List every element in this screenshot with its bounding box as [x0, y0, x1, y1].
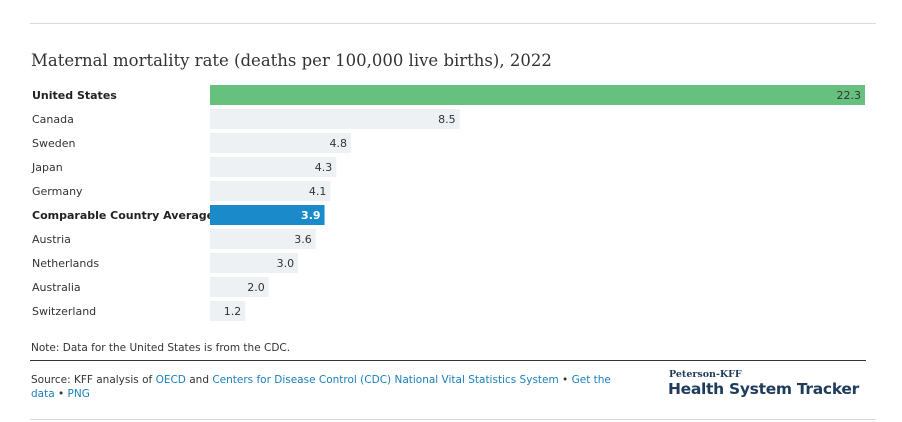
source-text: Source: KFF analysis of OECD and Centers… [31, 373, 616, 401]
value-label-canada: 8.5 [438, 113, 456, 126]
bar-netherlands[interactable] [210, 253, 299, 273]
cdc-link[interactable]: Centers for Disease Control (CDC) Nation… [212, 374, 559, 386]
value-label-netherlands: 3.0 [277, 257, 295, 270]
bar-chart: United States 22.3 Canada 8.5 Sweden 4.8 Japan… [31, 85, 865, 321]
bar-austria[interactable] [210, 229, 316, 249]
category-label-canada: Canada [32, 113, 74, 126]
value-label-germany: 4.1 [309, 185, 327, 198]
value-label-united-states: 22.3 [837, 89, 862, 102]
bottom-rule [30, 419, 876, 420]
bar-japan[interactable] [210, 157, 337, 177]
bar-canada[interactable] [210, 109, 460, 129]
source-bullet: • [54, 388, 68, 400]
category-label-austria: Austria [32, 233, 71, 246]
value-label-sweden: 4.8 [329, 137, 347, 150]
category-label-sweden: Sweden [32, 137, 75, 150]
category-label-comparable-country-average: Comparable Country Average [32, 209, 214, 222]
bar-australia[interactable] [210, 277, 269, 297]
top-rule [30, 23, 876, 24]
value-label-japan: 4.3 [315, 161, 333, 174]
bar-united-states[interactable] [210, 85, 865, 105]
value-label-switzerland: 1.2 [224, 305, 242, 318]
category-label-germany: Germany [32, 185, 83, 198]
source-prefix: Source: KFF analysis of [31, 374, 156, 386]
bar-germany[interactable] [210, 181, 331, 201]
get-data-link[interactable]: Get the data [31, 374, 611, 400]
png-link[interactable]: PNG [67, 388, 90, 400]
chart-title: Maternal mortality rate (deaths per 100,… [31, 51, 552, 70]
value-label-comparable-country-average: 3.9 [301, 209, 321, 222]
brand-logo: Health System Tracker [668, 380, 859, 398]
value-label-austria: 3.6 [294, 233, 312, 246]
category-label-netherlands: Netherlands [32, 257, 99, 270]
category-label-united-states: United States [32, 89, 117, 102]
category-label-australia: Australia [32, 281, 81, 294]
bar-switzerland[interactable] [210, 301, 246, 321]
category-label-switzerland: Switzerland [32, 305, 96, 318]
chart-note: Note: Data for the United States is from… [31, 342, 291, 354]
footer-separator [30, 360, 866, 361]
oecd-link[interactable]: OECD [155, 374, 186, 386]
bar-sweden[interactable] [210, 133, 351, 153]
category-label-japan: Japan [31, 161, 63, 174]
source-bullet: • [558, 374, 572, 386]
source-and: and [185, 374, 213, 386]
value-label-australia: 2.0 [247, 281, 265, 294]
brand-kicker: Peterson-KFF [669, 369, 742, 380]
bar-comparable-country-average[interactable] [210, 205, 325, 225]
